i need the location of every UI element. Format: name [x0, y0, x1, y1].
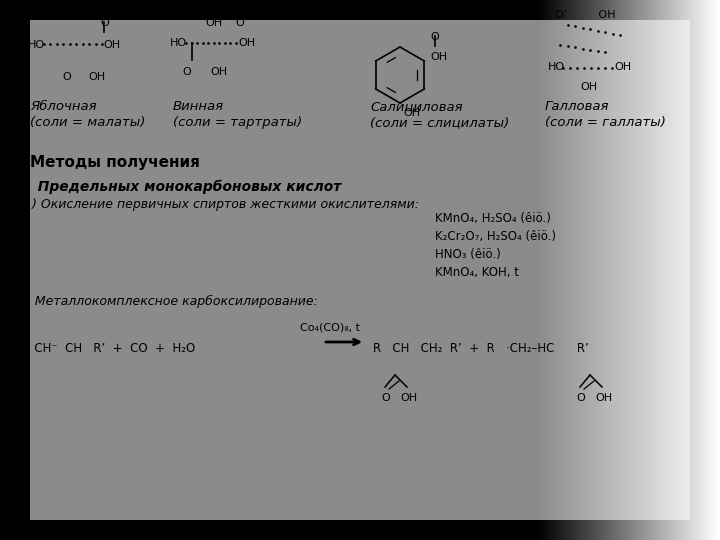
Text: OH: OH: [595, 393, 612, 403]
Text: (соли = тартраты): (соли = тартраты): [173, 116, 302, 129]
Text: O: O: [100, 18, 109, 28]
Text: O: O: [182, 67, 191, 77]
Text: OH: OH: [580, 82, 597, 92]
Text: R   CH⁻  CH   R’  +  CO  +  H₂O: R CH⁻ CH R’ + CO + H₂O: [15, 342, 195, 355]
Text: OH: OH: [103, 40, 120, 50]
Text: (соли = галлаты): (соли = галлаты): [545, 116, 666, 129]
Text: I   Предельных монокарбоновых кислот: I Предельных монокарбоновых кислот: [18, 180, 341, 194]
Text: OH: OH: [205, 18, 222, 28]
Text: O: O: [62, 72, 71, 82]
Text: R   CH   CH₂  R’  +  R   ·CH₂–HC      R’: R CH CH₂ R’ + R ·CH₂–HC R’: [373, 342, 589, 355]
Text: Co₄(CO)₈, t: Co₄(CO)₈, t: [300, 322, 360, 332]
Text: Яблочная: Яблочная: [30, 100, 96, 113]
Text: O: O: [576, 393, 585, 403]
Text: 2) Металлокомплексное карбоксилирование:: 2) Металлокомплексное карбоксилирование:: [18, 295, 318, 308]
Text: HO: HO: [170, 38, 187, 48]
Text: Винная: Винная: [173, 100, 224, 113]
Text: 1) Окисление первичных спиртов жесткими окислителями:: 1) Окисление первичных спиртов жесткими …: [20, 198, 419, 211]
Text: (соли = слицилаты): (соли = слицилаты): [370, 116, 509, 129]
Text: O: O: [235, 18, 244, 28]
Text: HO: HO: [548, 62, 565, 72]
Text: K₂Cr₂O₇, H₂SO₄ (êiö.): K₂Cr₂O₇, H₂SO₄ (êiö.): [435, 230, 556, 243]
Text: Галловая: Галловая: [545, 100, 610, 113]
Text: HO: HO: [28, 40, 45, 50]
Text: O: O: [430, 32, 438, 42]
Text: O: O: [381, 393, 390, 403]
Text: OH: OH: [400, 393, 417, 403]
Text: OH: OH: [88, 72, 105, 82]
Text: KMnO₄, KOH, t: KMnO₄, KOH, t: [435, 266, 519, 279]
Text: Методы получения: Методы получения: [30, 155, 200, 170]
Text: Салициловая: Салициловая: [370, 100, 463, 113]
Text: OH: OH: [238, 38, 255, 48]
Text: OH: OH: [430, 52, 447, 62]
Text: OH: OH: [403, 108, 420, 118]
Text: OH: OH: [210, 67, 227, 77]
Text: (соли = малаты): (соли = малаты): [30, 116, 145, 129]
Text: OH: OH: [614, 62, 631, 72]
Text: KMnO₄, H₂SO₄ (êiö.): KMnO₄, H₂SO₄ (êiö.): [435, 212, 551, 225]
Text: HNO₃ (êiö.): HNO₃ (êiö.): [435, 248, 500, 261]
Text: O'         OH: O' OH: [555, 10, 616, 20]
